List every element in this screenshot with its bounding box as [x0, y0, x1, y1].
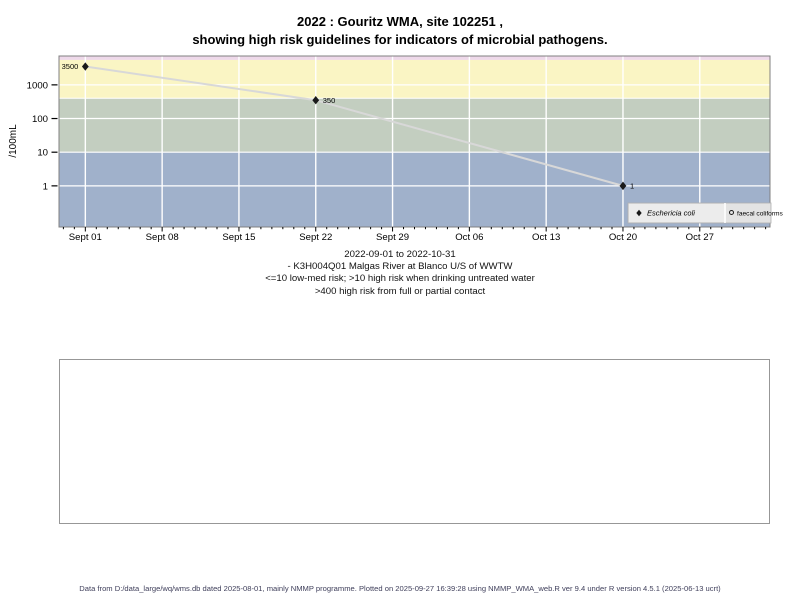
x-tick-label: Oct 27 — [686, 232, 714, 243]
x-tick-label: Oct 20 — [609, 232, 637, 243]
legend-marker-filled-diamond-icon — [636, 209, 642, 217]
microbial-indicators-chart: 3500 350 1 1 10 100 1000 Sept 01 Sept 08 Sept 15 S… — [8, 55, 784, 243]
data-point — [619, 181, 627, 191]
subtitle-site-name: - K3H004Q01 Malgas River at Blanco U/S o… — [287, 261, 513, 273]
x-tick-label: Oct 13 — [532, 232, 560, 243]
empty-second-panel — [59, 359, 770, 524]
x-tick-label: Sept 22 — [299, 232, 332, 243]
y-tick-label: 1000 — [27, 80, 48, 91]
band-high-risk-drinking-untreated — [59, 98, 770, 153]
x-tick-label: Sept 01 — [69, 232, 102, 243]
legend-marker-open-circle-icon — [729, 210, 734, 215]
chart-title: 2022 : Gouritz WMA, site 102251 , showin… — [0, 13, 800, 49]
data-point-label: 3500 — [62, 62, 79, 71]
x-tick-label: Sept 29 — [376, 232, 409, 243]
band-off-scale-strip — [59, 56, 770, 60]
y-tick-label: 100 — [32, 114, 48, 125]
y-tick-label: 1 — [43, 181, 48, 192]
chart-subtitle: 2022-09-01 to 2022-10-31 - K3H004Q01 Mal… — [0, 249, 800, 298]
y-axis-label: /100mL — [8, 124, 19, 158]
x-tick-label: Sept 15 — [222, 232, 255, 243]
subtitle-risk-line1: <=10 low-med risk; >10 high risk when dr… — [265, 273, 535, 285]
legend-label-faecal: faecal coliforms — [737, 211, 784, 218]
legend-cell-ecoli — [629, 204, 724, 222]
footer-note: Data from D:/data_large/wq/wms.db dated … — [79, 584, 721, 593]
data-point — [81, 62, 89, 71]
subtitle-date-range: 2022-09-01 to 2022-10-31 — [344, 249, 456, 260]
x-tick-label: Oct 06 — [455, 232, 483, 243]
chart-title-line1: 2022 : Gouritz WMA, site 102251 , — [297, 14, 503, 29]
data-point-label: 1 — [630, 181, 634, 190]
data-point-label: 350 — [323, 96, 336, 105]
x-tick-label: Sept 08 — [146, 232, 179, 243]
legend-label-ecoli: Eschericia coli — [647, 209, 695, 218]
data-point — [312, 96, 320, 105]
y-tick-label: 10 — [37, 148, 48, 159]
chart-title-line2: showing high risk guidelines for indicat… — [192, 32, 608, 47]
subtitle-risk-line2: >400 high risk from full or partial cont… — [314, 285, 486, 297]
